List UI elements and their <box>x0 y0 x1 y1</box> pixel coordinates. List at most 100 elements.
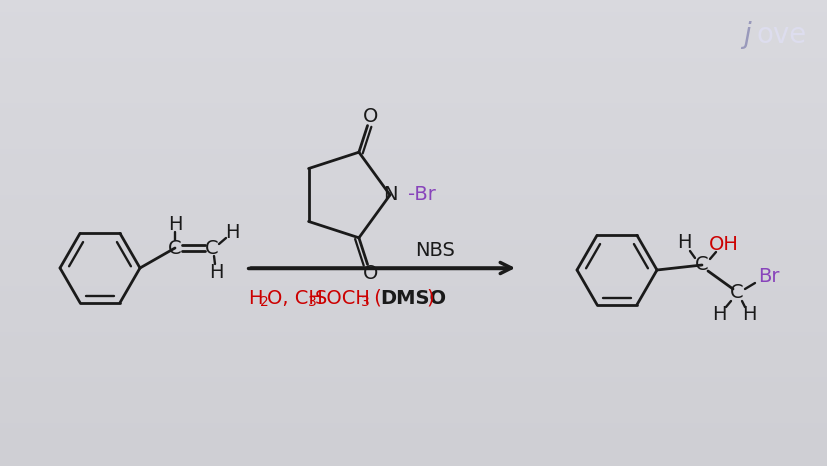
Bar <box>0 185 827 186</box>
Bar <box>0 235 827 236</box>
Bar <box>0 354 827 355</box>
Bar <box>0 215 827 216</box>
Bar <box>0 59 827 60</box>
Bar <box>0 166 827 167</box>
Bar <box>0 189 827 190</box>
Bar <box>0 446 827 447</box>
Bar <box>0 208 827 209</box>
Bar <box>0 162 827 163</box>
Text: 3: 3 <box>361 295 370 309</box>
Bar <box>0 399 827 400</box>
Bar <box>0 335 827 336</box>
Bar <box>0 86 827 87</box>
Bar <box>0 114 827 115</box>
Bar <box>0 139 827 140</box>
Bar <box>0 150 827 151</box>
Bar <box>0 403 827 404</box>
Bar <box>0 65 827 66</box>
Bar <box>0 202 827 203</box>
Bar <box>0 78 827 79</box>
Bar <box>0 435 827 436</box>
Bar <box>0 415 827 416</box>
Bar <box>0 359 827 360</box>
Bar <box>0 158 827 159</box>
Text: -Br: -Br <box>408 185 435 205</box>
Bar <box>0 123 827 124</box>
Bar <box>0 416 827 417</box>
Bar <box>0 154 827 155</box>
Bar <box>0 99 827 100</box>
Bar <box>0 353 827 354</box>
Bar <box>0 94 827 95</box>
Text: C: C <box>168 239 182 258</box>
Text: C: C <box>695 255 708 274</box>
Bar <box>0 337 827 338</box>
Bar <box>0 445 827 446</box>
Bar <box>0 6 827 7</box>
Bar <box>0 246 827 247</box>
Bar <box>0 258 827 259</box>
Bar <box>0 96 827 97</box>
Bar <box>0 397 827 398</box>
Bar <box>0 261 827 262</box>
Bar <box>0 231 827 232</box>
Bar <box>0 244 827 245</box>
Bar <box>0 205 827 206</box>
Bar <box>0 116 827 117</box>
Bar <box>0 315 827 316</box>
Bar <box>0 152 827 153</box>
Bar <box>0 378 827 379</box>
Bar <box>0 194 827 195</box>
Bar <box>0 266 827 267</box>
Bar <box>0 263 827 264</box>
Bar <box>0 375 827 376</box>
Bar <box>0 161 827 162</box>
Bar <box>0 222 827 223</box>
Bar <box>0 51 827 52</box>
Text: ove: ove <box>756 21 806 49</box>
Bar <box>0 267 827 268</box>
Bar <box>0 80 827 81</box>
Bar <box>0 153 827 154</box>
Bar <box>0 410 827 411</box>
Bar <box>0 390 827 391</box>
Bar <box>0 4 827 5</box>
Bar <box>0 458 827 459</box>
Bar <box>0 409 827 410</box>
Text: H: H <box>168 214 182 233</box>
Bar <box>0 138 827 139</box>
Bar <box>0 107 827 108</box>
Bar <box>0 386 827 387</box>
Bar <box>0 204 827 205</box>
Bar <box>0 336 827 337</box>
Bar <box>0 271 827 272</box>
Bar <box>0 418 827 419</box>
Bar <box>0 407 827 408</box>
Bar <box>0 167 827 168</box>
Bar <box>0 272 827 273</box>
Bar <box>0 50 827 51</box>
Bar <box>0 223 827 224</box>
Bar <box>0 391 827 392</box>
Bar <box>0 89 827 90</box>
Bar <box>0 268 827 269</box>
Bar <box>0 187 827 188</box>
Bar <box>0 280 827 281</box>
Bar <box>0 305 827 306</box>
Bar <box>0 454 827 455</box>
Bar <box>0 282 827 283</box>
Bar <box>0 112 827 113</box>
Bar <box>0 297 827 298</box>
Text: SOCH: SOCH <box>314 288 370 308</box>
Bar <box>0 226 827 227</box>
Bar <box>0 62 827 63</box>
Text: O, CH: O, CH <box>266 288 323 308</box>
Bar <box>0 151 827 152</box>
Bar <box>0 330 827 331</box>
Bar <box>0 122 827 123</box>
Bar <box>0 411 827 412</box>
Bar <box>0 132 827 133</box>
Bar <box>0 352 827 353</box>
Text: (: ( <box>367 288 381 308</box>
Bar <box>0 300 827 301</box>
